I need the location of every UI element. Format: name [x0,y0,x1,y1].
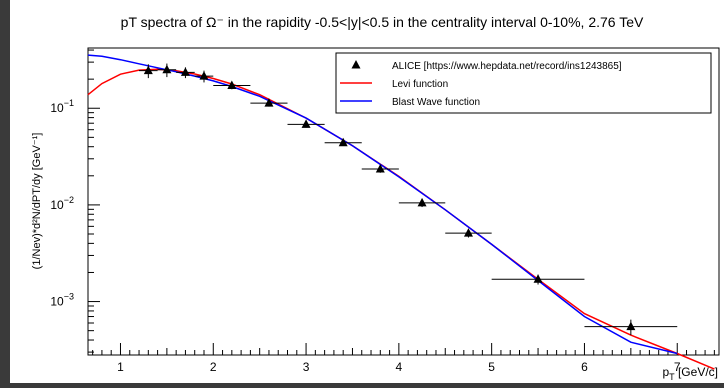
data-point [176,67,195,79]
x-tick-label: 3 [303,360,310,374]
series-line-levi-function [87,68,715,370]
data-point [398,197,446,208]
triangle-marker [143,65,153,75]
data-point [194,70,214,83]
data-point [361,164,399,173]
y-axis: 10−1 10−2 10−3 [50,49,100,353]
chart-title: pT spectra of Ω⁻ in the rapidity -0.5<|y… [121,14,644,30]
triangle-marker [227,80,237,89]
triangle-marker [417,197,427,207]
data-point [213,80,251,90]
legend-marker-points [351,60,361,69]
x-tick-label: 6 [581,360,588,374]
data-point [157,63,177,78]
chart-svg: pT spectra of Ω⁻ in the rapidity -0.5<|y… [31,14,720,382]
plot-frame [87,47,720,356]
triangle-marker [162,64,172,74]
data-point [250,98,288,107]
triangle-marker [199,71,209,80]
x-tick-label: 4 [396,360,403,374]
triangle-marker [180,67,190,76]
data-point [324,137,362,147]
chart-canvas: pT spectra of Ω⁻ in the rapidity -0.5<|y… [10,0,724,383]
data-point [139,64,158,79]
triangle-marker [463,228,473,237]
data-point [445,228,492,238]
y-axis-label: (1/Nev)*d²N/dPT/dy [GeV⁻¹] [31,133,43,270]
legend-label: Blast Wave function [392,97,480,108]
y-tick-label: 10−1 [50,98,74,115]
triangle-marker [533,274,543,283]
legend-box [335,52,712,114]
triangle-marker [264,98,274,107]
legend-label: Levi function [392,79,448,90]
x-tick-label: 1 [117,360,124,374]
legend: ALICE [https://www.hepdata.net/record/in… [335,52,712,114]
data-points [139,63,678,336]
triangle-marker [338,137,348,147]
x-axis: 1 2 3 4 5 6 7 [92,343,715,374]
x-tick-label: 7 [674,360,681,374]
triangle-marker [301,119,311,128]
x-tick-label: 2 [210,360,217,374]
x-axis-label: pT [GeV/c] [662,365,718,382]
x-tick-label: 5 [488,360,495,374]
y-tick-label: 10−3 [50,292,74,309]
triangle-marker [626,321,636,331]
data-point [287,119,325,128]
data-point [584,319,678,336]
legend-label: ALICE [https://www.hepdata.net/record/in… [392,61,622,72]
triangle-marker [375,164,385,173]
y-tick-label: 10−2 [50,195,74,212]
data-point [491,274,585,285]
